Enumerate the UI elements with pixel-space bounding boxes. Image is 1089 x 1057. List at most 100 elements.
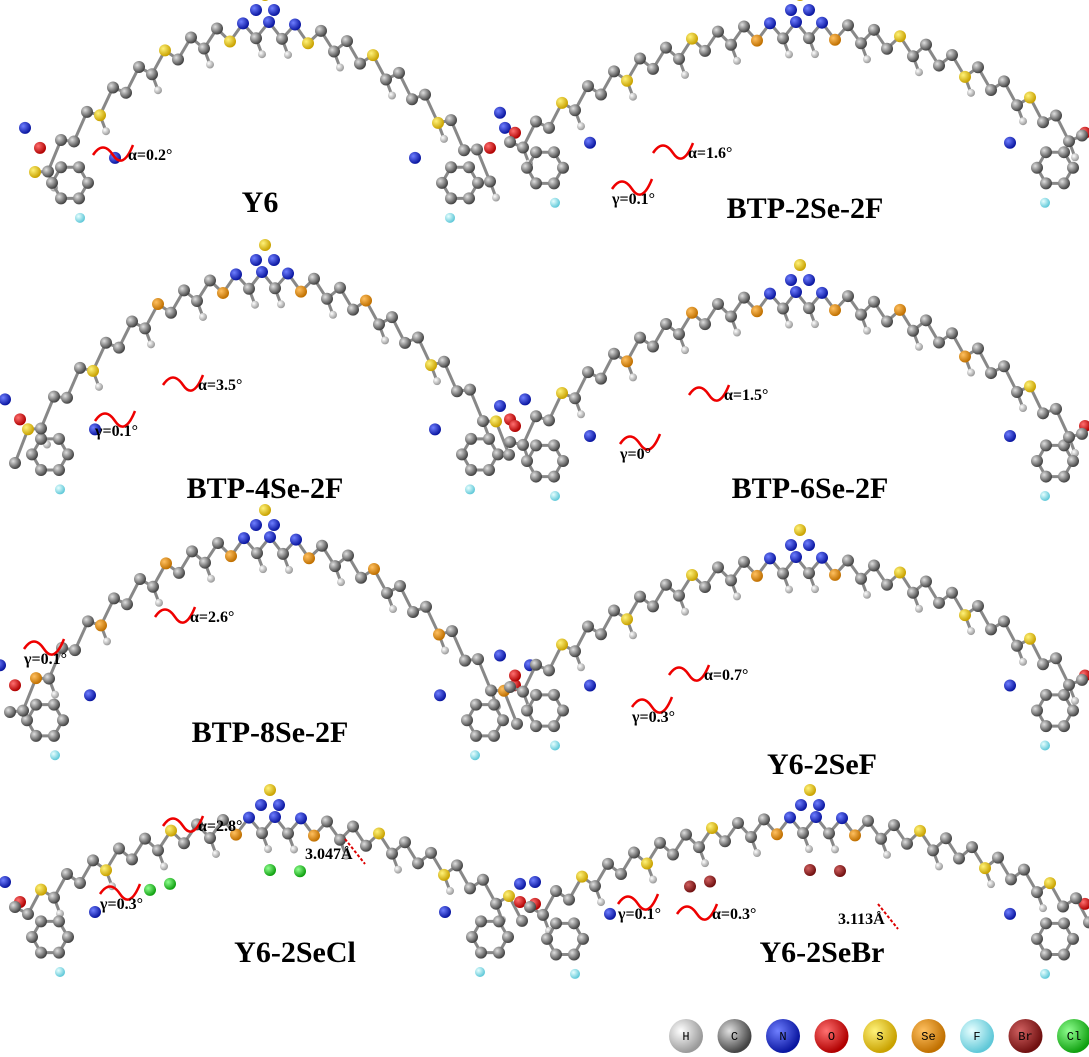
- atom: [1063, 679, 1075, 691]
- atom: [475, 947, 487, 959]
- atom: [264, 845, 272, 853]
- atom: [794, 0, 806, 1]
- atom: [556, 639, 568, 651]
- atom: [100, 337, 112, 349]
- atom: [1037, 116, 1049, 128]
- atom: [81, 106, 93, 118]
- atom: [30, 730, 42, 742]
- atom: [530, 146, 542, 158]
- atom: [268, 4, 280, 16]
- atom: [660, 42, 672, 54]
- atom: [295, 812, 307, 824]
- atom: [55, 134, 67, 146]
- atom: [967, 369, 975, 377]
- atom: [55, 484, 65, 494]
- atom: [1024, 91, 1036, 103]
- atom: [629, 631, 637, 639]
- atom: [0, 393, 11, 405]
- atom: [894, 566, 906, 578]
- atom: [255, 799, 267, 811]
- annotation: γ=0.3°: [631, 709, 675, 726]
- atom: [1037, 658, 1049, 670]
- atom: [1040, 917, 1052, 929]
- atom: [1040, 439, 1052, 451]
- molecule-name: BTP-2Se-2F: [727, 192, 884, 225]
- atom: [82, 615, 94, 627]
- atom: [464, 882, 476, 894]
- atom: [629, 373, 637, 381]
- atom: [107, 82, 119, 94]
- atom: [334, 282, 346, 294]
- atom: [308, 830, 320, 842]
- atom: [582, 80, 594, 92]
- atom: [490, 898, 502, 910]
- atom: [334, 834, 346, 846]
- molecule-name: BTP-6Se-2F: [732, 472, 889, 505]
- atom: [556, 387, 568, 399]
- atom: [537, 909, 549, 921]
- atom: [530, 471, 542, 483]
- dihedral-arrow: [689, 385, 729, 401]
- atom: [1005, 873, 1017, 885]
- atom: [608, 604, 620, 616]
- atom: [178, 837, 190, 849]
- atom: [1040, 948, 1052, 960]
- atom: [464, 384, 476, 396]
- legend-label: Br: [1018, 1030, 1032, 1044]
- atom: [816, 17, 828, 29]
- atom: [53, 433, 65, 445]
- atom: [164, 878, 176, 890]
- atom: [155, 599, 163, 607]
- atom: [568, 948, 580, 960]
- atom: [738, 292, 750, 304]
- annotation: 3.047Å: [305, 845, 353, 863]
- atom: [126, 853, 138, 865]
- atom: [915, 343, 923, 351]
- atom: [509, 420, 521, 432]
- atom: [764, 552, 776, 564]
- atom: [684, 881, 696, 893]
- atom: [433, 377, 441, 385]
- atom: [725, 574, 737, 586]
- atom: [316, 540, 328, 552]
- atom: [315, 25, 327, 37]
- atom: [712, 26, 724, 38]
- atom: [863, 327, 871, 335]
- atom: [816, 552, 828, 564]
- atom: [43, 673, 55, 685]
- atom: [1067, 455, 1079, 467]
- atom: [438, 869, 450, 881]
- atom: [621, 75, 633, 87]
- atom: [804, 864, 816, 876]
- atom: [87, 365, 99, 377]
- atom: [1050, 110, 1062, 122]
- atom: [550, 948, 562, 960]
- atom: [868, 24, 880, 36]
- atom: [433, 628, 445, 640]
- atom: [842, 290, 854, 302]
- atom: [577, 933, 589, 945]
- atom: [1067, 705, 1079, 717]
- atom: [725, 310, 737, 322]
- atom: [134, 573, 146, 585]
- atom: [647, 600, 659, 612]
- atom: [985, 84, 997, 96]
- atom: [302, 37, 314, 49]
- atom: [238, 532, 250, 544]
- atom: [35, 884, 47, 896]
- atom: [805, 845, 813, 853]
- atom: [1076, 129, 1088, 141]
- atom: [681, 608, 689, 616]
- atom: [211, 23, 223, 35]
- atom: [74, 362, 86, 374]
- atom: [470, 699, 482, 711]
- atom: [48, 699, 60, 711]
- atom: [530, 689, 542, 701]
- atom: [259, 504, 271, 516]
- atom: [569, 645, 581, 657]
- atom: [582, 620, 594, 632]
- atom: [69, 644, 81, 656]
- atom: [62, 931, 74, 943]
- atom: [419, 89, 431, 101]
- atom: [862, 815, 874, 827]
